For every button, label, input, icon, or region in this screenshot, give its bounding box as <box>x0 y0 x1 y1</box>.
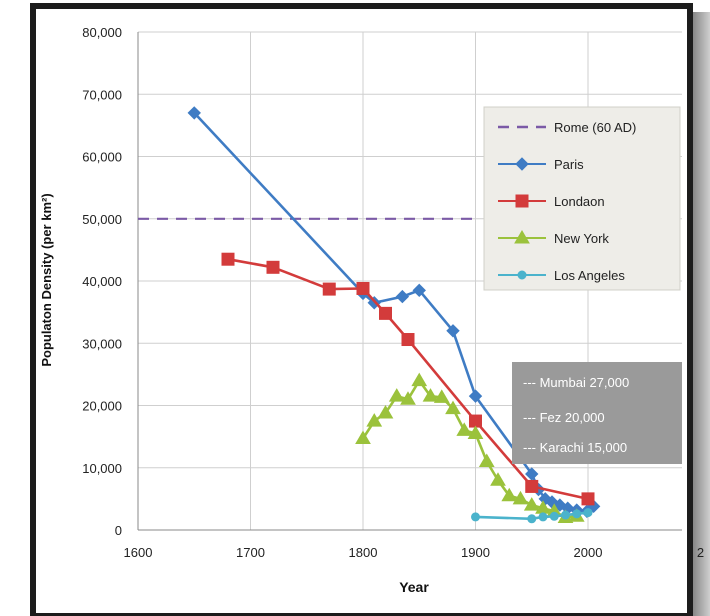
legend-label-new-york: New York <box>554 231 609 246</box>
data-point-los-angeles <box>549 511 559 521</box>
data-point-londaon <box>525 479 539 493</box>
legend-label-londaon: Londaon <box>554 194 605 209</box>
data-point-paris <box>412 283 426 298</box>
legend-marker-new-york <box>514 230 530 244</box>
data-point-new-york <box>422 388 439 402</box>
data-point-paris <box>446 324 460 338</box>
legend-marker-paris <box>515 157 529 171</box>
y-tick-label: 60,000 <box>82 150 122 165</box>
data-point-new-york <box>456 422 473 436</box>
axes <box>137 32 682 531</box>
data-point-los-angeles <box>572 509 582 519</box>
x-tick-label: 1600 <box>124 545 153 560</box>
legend-label-rome-60-ad: Rome (60 AD) <box>554 120 636 135</box>
y-tick-label: 70,000 <box>82 87 122 102</box>
y-tick-label: 80,000 <box>82 25 122 40</box>
data-point-new-york <box>388 388 405 402</box>
data-point-new-york <box>467 425 484 440</box>
x-tick-label: 1900 <box>461 545 490 560</box>
annotation-background <box>512 362 682 464</box>
data-point-los-angeles <box>561 510 570 520</box>
annotation-box: --- Mumbai 27,000 --- Fez 20,000 --- Kar… <box>512 362 682 464</box>
legend-label-paris: Paris <box>554 157 584 172</box>
legend: Rome (60 AD) Paris Londaon New York Los Ange… <box>483 106 681 291</box>
data-point-new-york <box>400 391 416 405</box>
x-tick-label: 1800 <box>349 545 378 560</box>
data-point-new-york <box>433 389 450 403</box>
data-point-new-york <box>512 490 529 505</box>
data-point-londaon <box>356 281 370 295</box>
data-point-los-angeles <box>527 514 537 524</box>
data-point-londaon <box>379 306 392 320</box>
data-point-new-york <box>411 372 428 387</box>
data-point-paris <box>187 106 201 120</box>
data-point-los-angeles <box>471 512 480 522</box>
x-tick-label: 1700 <box>236 545 265 560</box>
data-point-londaon <box>322 282 336 296</box>
frame-shadow-right <box>690 12 710 616</box>
data-point-new-york <box>501 487 518 502</box>
y-axis-label: Populaton Density (per km²) <box>39 193 54 366</box>
x-tick-label: 2 <box>697 545 704 560</box>
y-tick-label: 40,000 <box>82 274 122 289</box>
data-point-paris <box>395 289 410 304</box>
x-axis-label: Year <box>399 579 429 595</box>
data-point-londaon <box>401 333 415 347</box>
legend-marker-londaon <box>515 194 529 208</box>
frame-border <box>30 3 693 616</box>
annotation-mumbai: --- Mumbai 27,000 <box>523 375 629 390</box>
y-tick-label: 50,000 <box>82 212 122 227</box>
y-tick-labels: 0 10,000 20,000 30,000 40,000 50,000 60,000 70,… <box>82 25 122 538</box>
data-point-new-york <box>490 472 506 486</box>
y-tick-label: 20,000 <box>82 399 122 414</box>
data-point-new-york <box>523 497 540 511</box>
series-los-angeles <box>471 508 593 524</box>
data-point-paris <box>468 389 483 403</box>
data-point-new-york <box>377 404 394 419</box>
series-londaon <box>221 252 595 506</box>
y-tick-label: 10,000 <box>82 461 122 476</box>
data-point-londaon <box>266 260 280 274</box>
data-point-new-york <box>445 400 461 415</box>
legend-label-los-angeles: Los Angeles <box>554 268 625 283</box>
data-point-londaon <box>469 414 482 428</box>
data-point-los-angeles <box>538 512 548 522</box>
data-point-londaon <box>581 492 595 506</box>
series-layer <box>138 106 601 524</box>
data-point-new-york <box>478 453 495 468</box>
annotation-karachi: --- Karachi 15,000 <box>523 440 627 455</box>
x-tick-labels: 1600 1700 1800 1900 2000 2 <box>124 545 705 560</box>
data-point-londaon <box>221 252 235 266</box>
x-tick-label: 2000 <box>574 545 603 560</box>
legend-marker-los-angeles <box>517 270 527 280</box>
data-point-new-york <box>366 413 383 427</box>
legend-background <box>483 106 681 291</box>
data-point-new-york <box>355 430 371 444</box>
data-point-los-angeles <box>583 508 593 518</box>
annotation-fez: --- Fez 20,000 <box>523 410 605 425</box>
y-tick-label: 30,000 <box>82 336 122 351</box>
y-tick-label: 0 <box>115 523 122 538</box>
